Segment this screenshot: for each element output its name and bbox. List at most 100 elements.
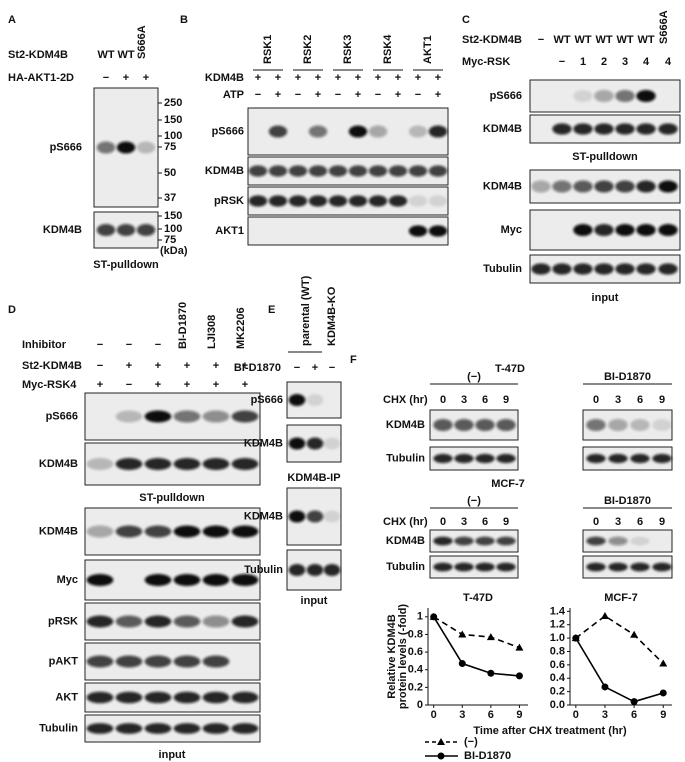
band xyxy=(86,655,114,668)
blot-label: AKT1 xyxy=(215,225,244,237)
band xyxy=(328,195,348,207)
lane-label: 9 xyxy=(503,516,509,528)
band xyxy=(202,458,230,470)
band xyxy=(231,410,259,423)
x-tick-label: 3 xyxy=(459,709,465,721)
band xyxy=(496,453,516,464)
y-tick-label: 0 xyxy=(417,699,423,711)
band xyxy=(144,691,172,704)
blot-label: pS666 xyxy=(212,125,244,137)
lane-label: 4 xyxy=(665,56,672,68)
band xyxy=(288,394,306,406)
band xyxy=(136,224,156,236)
blot-label: Tubulin xyxy=(244,564,283,576)
y-tick-label: 0.4 xyxy=(408,664,424,676)
lane-label: 0 xyxy=(440,516,446,528)
y-tick-label: 1 xyxy=(417,611,423,623)
point xyxy=(600,612,609,620)
lane-label: + xyxy=(275,72,281,84)
blot xyxy=(84,682,261,713)
blot xyxy=(429,529,519,553)
point xyxy=(486,633,495,641)
blot xyxy=(84,507,261,556)
band xyxy=(173,525,201,538)
band xyxy=(586,453,606,464)
lane-label: + xyxy=(242,360,248,372)
lane-label: WT xyxy=(595,34,612,46)
band xyxy=(594,263,614,275)
lane-label: + xyxy=(126,360,132,372)
lane-label: − xyxy=(97,339,103,351)
band xyxy=(202,723,230,734)
caption: ST-pulldown xyxy=(139,492,205,504)
band xyxy=(231,723,259,734)
blot-label: pS666 xyxy=(46,410,78,422)
row-label: CHX (hr) xyxy=(383,394,428,406)
cell-line-name: MCF-7 xyxy=(491,478,525,490)
band xyxy=(636,180,656,193)
band xyxy=(658,224,678,236)
band xyxy=(202,410,230,423)
band xyxy=(115,410,143,423)
lane-label: + xyxy=(275,89,281,101)
chart-title: T-47D xyxy=(463,592,493,604)
band xyxy=(368,165,388,177)
group-header: (−) xyxy=(467,495,481,507)
point xyxy=(630,698,638,706)
band xyxy=(454,536,474,546)
band xyxy=(496,562,516,572)
point xyxy=(458,660,466,668)
band xyxy=(308,165,328,177)
lane-label: + xyxy=(295,72,301,84)
blot-label: KDM4B xyxy=(39,525,78,537)
band xyxy=(573,90,593,102)
x-tick-label: 9 xyxy=(660,709,666,721)
band xyxy=(173,691,201,704)
band xyxy=(115,525,143,538)
blot-label: KDM4B xyxy=(205,165,244,177)
band xyxy=(475,419,495,431)
blot-label: KDM4B xyxy=(244,510,283,522)
lane-label: WT xyxy=(574,34,591,46)
group-header: BI-D1870 xyxy=(604,495,651,507)
band xyxy=(328,165,348,177)
blot-label: KDM4B xyxy=(386,419,425,431)
point xyxy=(430,613,438,621)
band xyxy=(652,562,672,572)
chart-title: MCF-7 xyxy=(604,592,638,604)
band xyxy=(586,419,606,431)
panel-letter: A xyxy=(8,14,16,26)
lane-label: − xyxy=(103,72,109,84)
caption: input xyxy=(301,595,328,607)
band xyxy=(594,90,614,102)
series-line xyxy=(575,637,664,703)
band xyxy=(594,224,614,236)
band xyxy=(531,180,551,193)
lane-label: − xyxy=(126,379,132,391)
panel-letter: B xyxy=(180,14,188,26)
band xyxy=(306,564,324,576)
band xyxy=(586,562,606,572)
lane-label: 6 xyxy=(482,394,488,406)
group-header: BI-D1870 xyxy=(604,371,651,383)
band xyxy=(496,419,516,431)
point xyxy=(515,643,524,651)
band xyxy=(658,123,678,135)
band xyxy=(388,195,408,207)
lane-label: + xyxy=(312,362,318,374)
band xyxy=(115,723,143,734)
lane-label: 3 xyxy=(615,394,621,406)
row-label: St2-KDM4B xyxy=(8,49,68,61)
band xyxy=(630,453,650,464)
band xyxy=(86,574,114,586)
row-label: Myc-RSK4 xyxy=(22,379,77,391)
row-label: St2-KDM4B xyxy=(22,360,82,372)
band xyxy=(408,125,428,138)
lane-label: 1 xyxy=(580,56,586,68)
lane-label: WT xyxy=(97,49,114,61)
lane-label: 3 xyxy=(461,394,467,406)
row-label: HA-AKT1-2D xyxy=(8,72,74,84)
band xyxy=(323,437,341,450)
x-tick-label: 6 xyxy=(631,709,637,721)
lane-label: 6 xyxy=(637,394,643,406)
